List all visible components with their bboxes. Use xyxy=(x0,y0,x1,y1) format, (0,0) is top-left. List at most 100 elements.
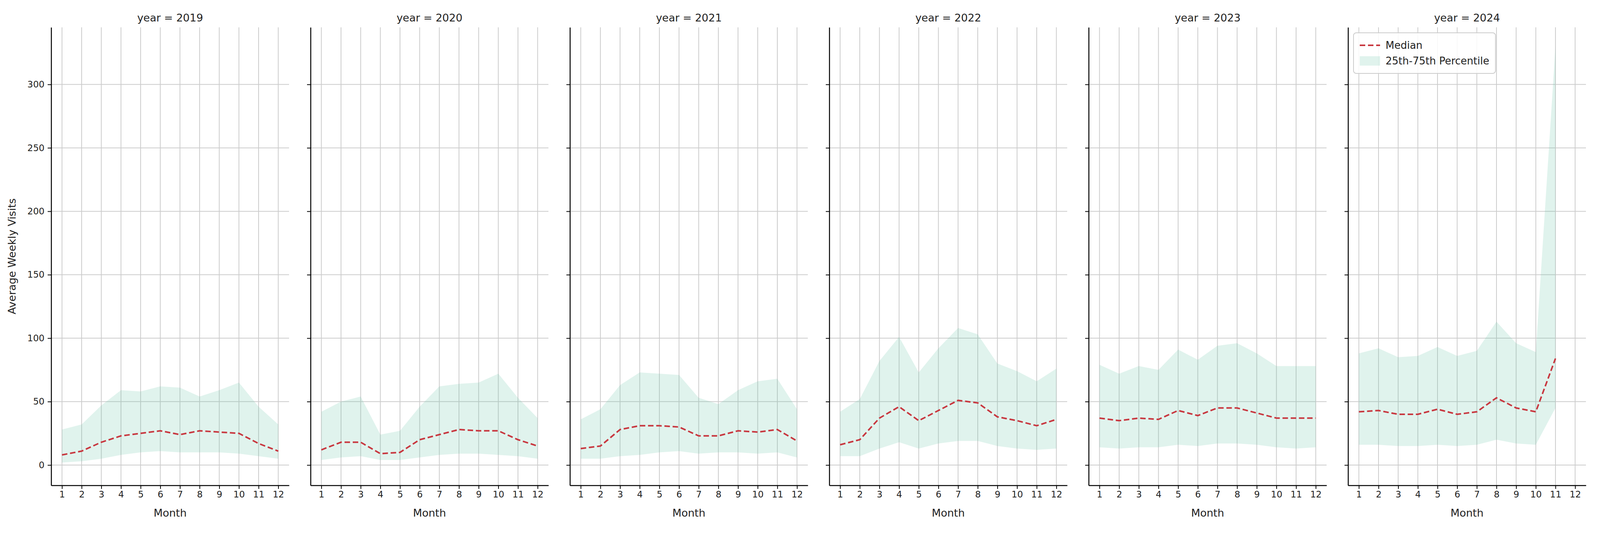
x-tick-label: 7 xyxy=(696,489,702,500)
y-axis-line xyxy=(310,27,312,486)
y-axis-line xyxy=(50,27,52,486)
panel-title: year = 2021 xyxy=(655,11,722,24)
x-tick-label: 12 xyxy=(1310,489,1322,500)
y-tick-mark xyxy=(566,465,570,467)
x-tick-mark xyxy=(1016,485,1018,490)
x-tick: 10 xyxy=(1530,485,1542,500)
x-tick-mark xyxy=(600,485,602,490)
x-tick: 3 xyxy=(1136,485,1143,500)
y-tick-mark xyxy=(1344,401,1349,403)
x-tick-mark xyxy=(478,485,480,490)
x-tick-label: 4 xyxy=(896,489,903,500)
x-tick-label: 6 xyxy=(1454,489,1461,500)
y-tick xyxy=(307,148,311,149)
y-tick-mark xyxy=(1085,211,1089,213)
y-tick-mark xyxy=(825,274,830,276)
x-tick-label: 11 xyxy=(1290,489,1302,500)
y-tick xyxy=(1085,211,1089,212)
y-tick-mark xyxy=(307,338,311,340)
x-axis-title: Month xyxy=(412,507,447,520)
x-tick-label: 7 xyxy=(1474,489,1481,500)
x-tick-mark xyxy=(419,485,421,490)
x-tick-mark xyxy=(1119,485,1120,490)
y-tick-mark xyxy=(1085,84,1089,86)
x-tick-label: 10 xyxy=(492,489,505,500)
x-tick: 2 xyxy=(78,485,85,500)
x-tick-mark xyxy=(1197,485,1199,490)
grid xyxy=(1348,27,1586,486)
x-tick-label: 12 xyxy=(791,489,803,500)
x-tick-label: 4 xyxy=(118,489,125,500)
x-tick-mark xyxy=(219,485,220,490)
y-tick-label: 50 xyxy=(33,396,45,407)
x-tick: 3 xyxy=(1395,485,1402,500)
x-tick-mark xyxy=(898,485,900,490)
y-tick-mark xyxy=(47,338,52,340)
x-tick-mark xyxy=(140,485,142,490)
y-tick-mark xyxy=(825,465,830,467)
x-tick-label: 6 xyxy=(935,489,942,500)
x-tick-mark xyxy=(517,485,519,490)
x-tick-mark xyxy=(1256,485,1258,490)
x-tick: 3 xyxy=(876,485,883,500)
grid-line-x xyxy=(380,27,381,486)
grid-line-y xyxy=(829,83,1068,85)
x-tick-label: 2 xyxy=(78,489,85,500)
y-tick xyxy=(1344,84,1349,85)
x-tick: 1 xyxy=(1356,485,1363,500)
x-tick-mark xyxy=(160,485,161,490)
y-tick-mark xyxy=(825,401,830,403)
x-tick: 6 xyxy=(417,485,424,500)
y-tick xyxy=(825,148,830,149)
y-tick-mark xyxy=(566,274,570,276)
x-tick-label: 11 xyxy=(253,489,265,500)
y-tick: 300 xyxy=(27,79,52,90)
x-tick-label: 10 xyxy=(1011,489,1024,500)
x-axis-line xyxy=(1089,485,1327,487)
y-tick-mark xyxy=(825,84,830,86)
x-tick-label: 9 xyxy=(735,489,742,500)
x-tick: 8 xyxy=(196,485,203,500)
x-tick: 10 xyxy=(752,485,764,500)
y-tick xyxy=(1085,148,1089,149)
x-tick: 2 xyxy=(597,485,604,500)
y-tick-label: 250 xyxy=(27,142,45,154)
y-tick xyxy=(1344,148,1349,149)
y-axis xyxy=(307,27,311,486)
y-tick xyxy=(1085,465,1089,466)
x-tick-mark xyxy=(938,485,940,490)
grid-line-x xyxy=(1574,27,1576,486)
x-tick-label: 8 xyxy=(196,489,203,500)
y-tick xyxy=(307,275,311,276)
x-tick-label: 11 xyxy=(1031,489,1043,500)
y-tick-mark xyxy=(47,84,52,86)
x-tick: 7 xyxy=(177,485,184,500)
y-tick xyxy=(307,211,311,212)
x-tick-label: 8 xyxy=(975,489,981,500)
x-axis: 123456789101112 xyxy=(829,485,1068,500)
x-tick-mark xyxy=(400,485,401,490)
x-tick: 12 xyxy=(1050,485,1063,500)
percentile-band xyxy=(580,372,798,459)
x-tick-mark xyxy=(796,485,798,490)
y-tick xyxy=(1344,338,1349,339)
grid-line-x xyxy=(61,27,63,486)
y-tick: 100 xyxy=(27,333,52,344)
x-tick: 6 xyxy=(676,485,683,500)
x-tick: 5 xyxy=(1434,485,1441,500)
x-tick-label: 1 xyxy=(578,489,584,500)
x-tick: 12 xyxy=(1569,485,1581,500)
y-tick-mark xyxy=(47,274,52,276)
y-tick xyxy=(307,338,311,339)
x-tick-label: 2 xyxy=(597,489,604,500)
x-tick-label: 4 xyxy=(1155,489,1162,500)
y-tick xyxy=(1085,401,1089,403)
y-tick xyxy=(825,338,830,339)
grid xyxy=(1088,27,1327,486)
legend-label: Median xyxy=(1385,39,1423,52)
x-tick-label: 12 xyxy=(532,489,544,500)
grid-line-y xyxy=(569,83,808,85)
y-tick xyxy=(1344,401,1349,403)
y-tick xyxy=(1085,338,1089,339)
x-tick-label: 9 xyxy=(994,489,1001,500)
